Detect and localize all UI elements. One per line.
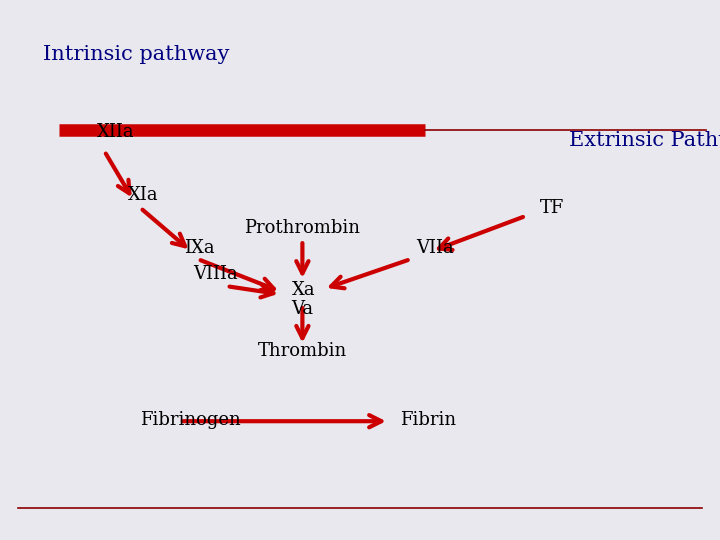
Text: XIa: XIa <box>128 186 159 205</box>
Text: Fibrinogen: Fibrinogen <box>140 411 241 429</box>
Text: Fibrin: Fibrin <box>400 411 456 429</box>
Text: TF: TF <box>540 199 564 217</box>
Text: Extrinsic Pathway: Extrinsic Pathway <box>569 131 720 150</box>
Text: VIIa: VIIa <box>416 239 454 258</box>
Text: Va: Va <box>292 300 314 318</box>
Text: Xa: Xa <box>292 281 315 299</box>
Text: VIIIa: VIIIa <box>193 265 238 284</box>
Text: Thrombin: Thrombin <box>258 342 347 360</box>
Text: Prothrombin: Prothrombin <box>244 219 361 237</box>
Text: IXa: IXa <box>184 239 215 258</box>
Text: XIIa: XIIa <box>97 123 135 141</box>
Text: Intrinsic pathway: Intrinsic pathway <box>43 44 230 64</box>
